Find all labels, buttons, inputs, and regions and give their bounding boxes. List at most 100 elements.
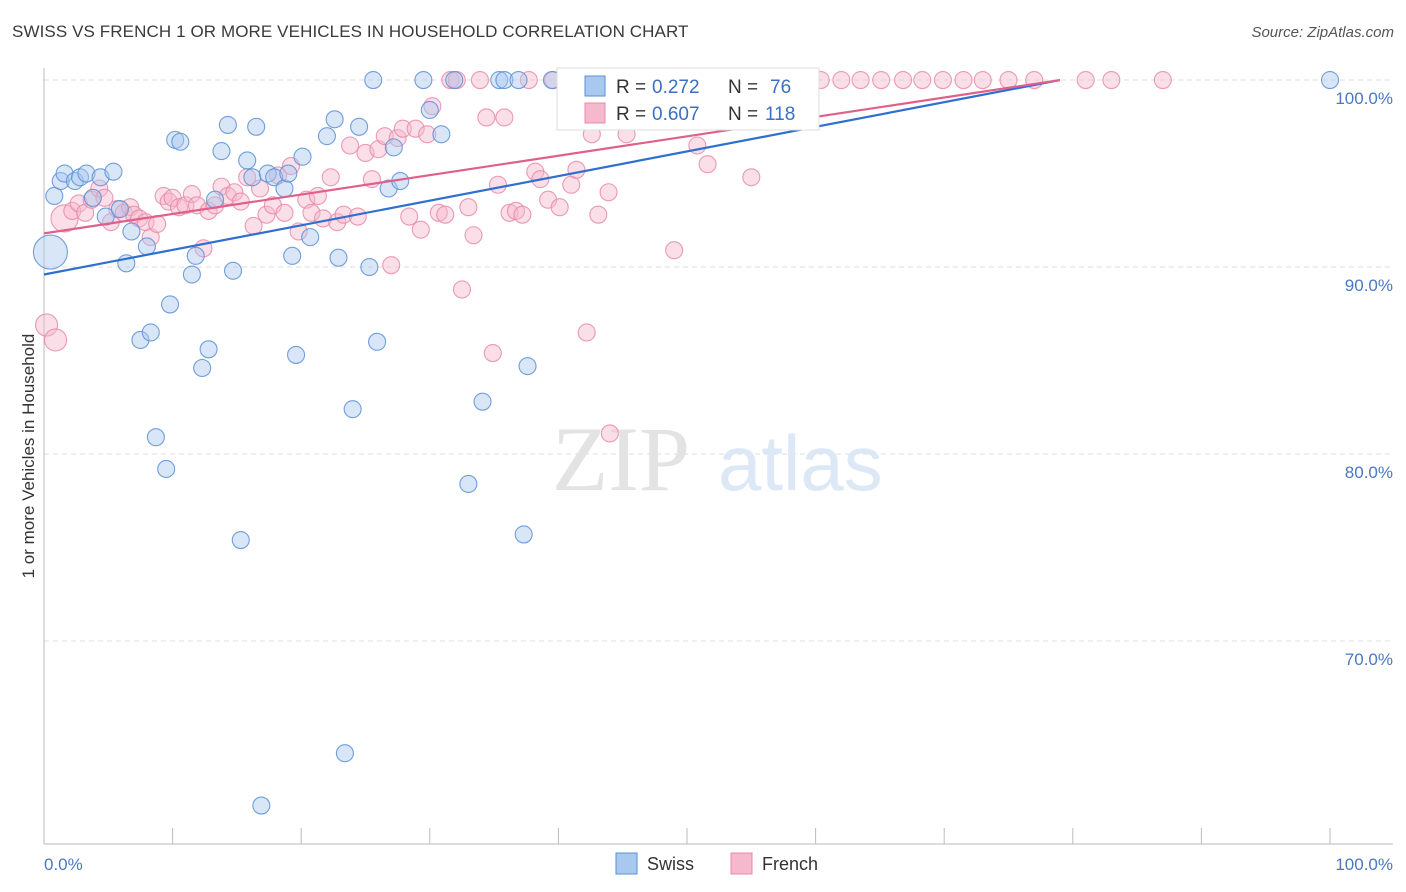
swiss-point xyxy=(193,358,212,378)
swiss-point xyxy=(265,168,284,187)
legend-swiss-swatch xyxy=(584,75,606,97)
swiss-point xyxy=(122,222,141,241)
french-point xyxy=(589,205,608,224)
swiss-point xyxy=(279,164,298,183)
legend-french-swatch xyxy=(584,102,606,124)
swiss-point xyxy=(243,168,262,187)
french-point xyxy=(495,108,514,127)
french-point xyxy=(954,70,973,90)
french-point xyxy=(341,136,360,155)
legend-swiss-n-value: 76 xyxy=(770,77,791,98)
correlation-legend: R = 0.272 N = 76 R = 0.607 N = 118 xyxy=(556,67,820,131)
swiss-point xyxy=(325,110,344,129)
swiss-point xyxy=(45,186,64,206)
french-point xyxy=(832,70,851,90)
legend-french-n-value: 118 xyxy=(765,104,795,125)
swiss-point xyxy=(360,257,379,277)
swiss-point xyxy=(490,70,509,90)
french-point xyxy=(470,70,490,90)
french-point xyxy=(76,203,95,222)
french-point xyxy=(393,119,412,138)
swiss-point xyxy=(420,100,439,120)
watermark-atlas: atlas xyxy=(718,419,883,507)
french-point xyxy=(382,256,401,275)
bottom-legend-swiss-label: Swiss xyxy=(647,854,694,874)
french-point xyxy=(893,70,913,90)
french-point xyxy=(452,280,472,299)
legend-french-r-label: R = xyxy=(616,104,646,125)
series-swiss-points xyxy=(32,70,1340,815)
french-point xyxy=(275,203,294,222)
swiss-point xyxy=(137,237,156,256)
swiss-point xyxy=(171,132,190,151)
french-point xyxy=(43,328,68,352)
french-point xyxy=(488,175,508,194)
swiss-point xyxy=(231,530,250,550)
french-point xyxy=(154,186,173,206)
french-point xyxy=(483,344,502,363)
legend-french-r-value: 0.607 xyxy=(652,104,700,125)
swiss-point xyxy=(238,151,257,170)
french-point xyxy=(742,168,761,187)
bottom-legend-french-label: French xyxy=(762,854,818,874)
french-point xyxy=(577,323,596,342)
swiss-point xyxy=(77,164,96,183)
swiss-point xyxy=(247,117,266,136)
chart-title: SWISS VS FRENCH 1 OR MORE VEHICLES IN HO… xyxy=(12,22,689,41)
trend-lines xyxy=(43,78,1061,276)
french-point xyxy=(665,241,684,260)
french-point xyxy=(231,192,250,211)
x-tick-label: 0.0% xyxy=(44,855,83,874)
swiss-point xyxy=(212,142,231,161)
swiss-point xyxy=(384,138,403,157)
swiss-point xyxy=(186,246,205,265)
french-point xyxy=(550,198,569,217)
french-point xyxy=(913,70,932,90)
swiss-point xyxy=(110,200,129,219)
french-point xyxy=(933,70,952,90)
swiss-point xyxy=(160,295,180,314)
french-point xyxy=(141,228,160,247)
swiss-point xyxy=(329,248,348,267)
french-point xyxy=(34,313,59,337)
french-point xyxy=(973,70,992,90)
swiss-point xyxy=(459,474,478,493)
french-point xyxy=(429,203,448,222)
y-tick-label: 90.0% xyxy=(1345,276,1393,295)
legend-swiss-r-value: 0.272 xyxy=(652,77,700,98)
french-trend-line xyxy=(43,78,1061,235)
axes xyxy=(43,68,1393,845)
swiss-point xyxy=(182,265,201,284)
swiss-point xyxy=(32,234,68,270)
swiss-point xyxy=(146,428,165,447)
french-point xyxy=(436,205,455,224)
french-point xyxy=(459,198,478,217)
french-point xyxy=(257,205,276,224)
french-point xyxy=(302,203,321,222)
swiss-point xyxy=(514,525,533,544)
french-point xyxy=(513,205,532,224)
y-tick-label: 70.0% xyxy=(1345,650,1393,669)
swiss-point xyxy=(445,70,464,90)
swiss-point xyxy=(287,345,306,364)
swiss-point xyxy=(157,459,176,479)
series-legend: Swiss French xyxy=(615,852,818,875)
y-tick-label: 80.0% xyxy=(1345,463,1393,482)
french-point xyxy=(225,183,244,202)
swiss-point xyxy=(1320,70,1340,90)
swiss-point xyxy=(223,261,243,280)
source-label: Source: ZipAtlas.com xyxy=(1251,24,1394,41)
swiss-point xyxy=(275,179,294,198)
watermark: ZIP atlas xyxy=(552,408,883,510)
y-tick-label: 100.0% xyxy=(1335,89,1393,108)
swiss-point xyxy=(199,340,218,359)
bottom-legend-swiss-swatch xyxy=(615,852,638,875)
french-point xyxy=(477,108,496,127)
swiss-point xyxy=(368,332,387,351)
swiss-point xyxy=(301,228,320,247)
swiss-point xyxy=(131,330,150,350)
french-point xyxy=(418,125,437,144)
swiss-point xyxy=(432,125,451,144)
french-point xyxy=(321,168,340,187)
bottom-legend-french-swatch xyxy=(730,852,753,875)
